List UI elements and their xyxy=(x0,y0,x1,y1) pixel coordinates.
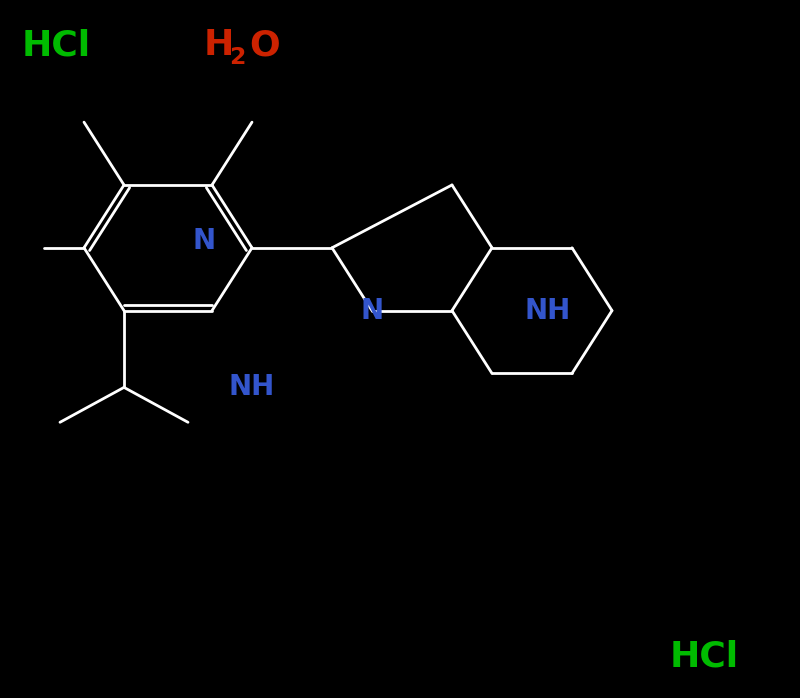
Text: O: O xyxy=(250,29,280,62)
Text: H: H xyxy=(204,29,234,62)
Text: N: N xyxy=(193,227,215,255)
Text: HCl: HCl xyxy=(22,29,90,62)
Text: 2: 2 xyxy=(229,47,245,69)
Text: HCl: HCl xyxy=(670,639,738,673)
Text: N: N xyxy=(361,297,383,325)
Text: NH: NH xyxy=(229,373,275,401)
Text: NH: NH xyxy=(525,297,571,325)
